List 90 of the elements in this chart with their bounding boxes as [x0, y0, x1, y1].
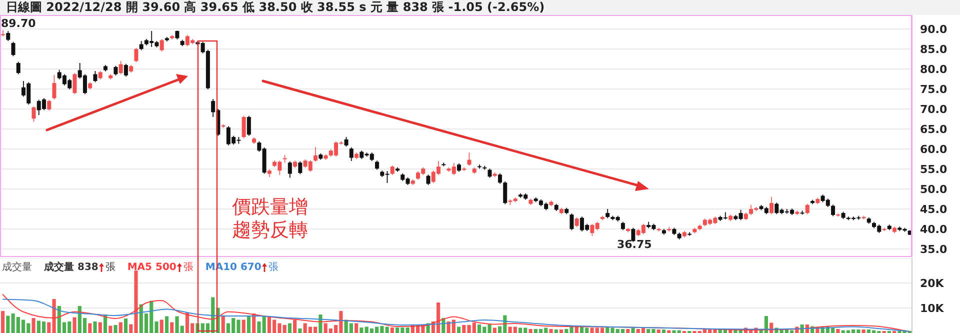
y-tick-label: 75.0: [920, 82, 948, 96]
candlestick: [375, 160, 380, 170]
candlestick: [467, 152, 472, 166]
bar: [354, 323, 358, 333]
y-tick-label: 70.0: [920, 102, 948, 116]
bar: [108, 326, 112, 333]
bar: [246, 316, 251, 333]
bar: [1, 311, 5, 333]
candlestick: [570, 212, 574, 231]
annotation: 價跌量增趨勢反轉: [232, 196, 309, 242]
y-tick-label: 45.0: [920, 202, 948, 216]
bar: [293, 320, 297, 333]
bar: [626, 329, 630, 333]
candlestick: [242, 115, 246, 139]
candlestick: [11, 41, 16, 57]
bar: [862, 330, 866, 333]
candlestick: [498, 172, 502, 184]
candlestick: [47, 99, 52, 112]
candlestick: [139, 40, 144, 51]
bar: [631, 328, 635, 333]
candlestick: [32, 106, 36, 122]
candlestick: [344, 136, 348, 148]
annotation: 36.75: [617, 238, 652, 251]
bar: [492, 328, 496, 333]
bar: [457, 326, 461, 333]
y-tick-label: 50.0: [920, 182, 948, 196]
bar: [662, 330, 666, 333]
chart-title: 成交量: [2, 260, 32, 274]
candlestick: [134, 47, 138, 63]
bar: [528, 329, 532, 333]
bar: [288, 323, 292, 333]
y-tick-label: 65.0: [920, 122, 948, 136]
y-tick-label: 90.0: [920, 22, 948, 36]
bar: [170, 322, 174, 333]
candlestick: [288, 160, 292, 178]
annotation: 89.70: [1, 17, 36, 30]
candlestick: [124, 63, 128, 78]
chart-title: 日線圖 2022/12/28 開 39.60 高 39.65 低 38.50 收 38.55 s 元 量 838 張 -1.05 (-2.65%): [6, 0, 545, 15]
y-tick-label: 80.0: [920, 62, 948, 76]
candlestick: [52, 74, 56, 100]
bar: [390, 328, 394, 333]
candlestick: [160, 38, 164, 52]
y-tick-label: 60.0: [920, 142, 948, 156]
bar: [406, 328, 410, 333]
candlestick: [114, 65, 118, 76]
candlestick: [349, 146, 354, 162]
y-tick-label: 40.0: [920, 222, 948, 236]
bar: [72, 317, 76, 333]
y-tick-label: 10K: [920, 302, 944, 315]
candlestick: [574, 216, 579, 228]
y-tick-label: 55.0: [920, 162, 948, 176]
bar: [114, 325, 118, 333]
bar: [118, 322, 122, 333]
bar: [656, 330, 660, 333]
candlestick: [488, 168, 492, 178]
candlestick: [831, 204, 836, 217]
bar: [554, 330, 558, 333]
bar: [98, 322, 102, 333]
candlestick: [314, 146, 318, 162]
candlestick: [93, 70, 98, 83]
candlestick: [118, 60, 123, 75]
candlestick: [16, 61, 20, 75]
candlestick: [503, 180, 508, 205]
y-tick-label: 20K: [920, 276, 944, 290]
bar: [160, 320, 164, 333]
bar: [559, 330, 564, 333]
text: MA5 500 張: [127, 261, 194, 274]
bar: [32, 318, 36, 333]
bar: [298, 328, 302, 333]
bar: [88, 323, 92, 333]
candlestick: [298, 160, 302, 175]
bar: [242, 320, 246, 333]
candlestick: [606, 208, 610, 219]
candlestick: [72, 72, 77, 95]
bar: [385, 326, 389, 333]
bar: [93, 322, 97, 333]
candlestick: [390, 164, 394, 176]
bar: [836, 329, 840, 333]
y-tick-label: 85.0: [920, 42, 948, 56]
candlestick: [246, 115, 251, 136]
candlestick: [6, 30, 10, 42]
bar: [124, 318, 128, 333]
y-tick-label: 35.0: [920, 242, 948, 256]
bar: [221, 316, 225, 333]
bar: [164, 316, 169, 333]
candlestick: [770, 196, 774, 215]
candlestick: [805, 203, 810, 215]
series-label: 成交量 838 張: [44, 260, 116, 274]
candlestick: [426, 174, 430, 186]
bar: [549, 329, 553, 333]
